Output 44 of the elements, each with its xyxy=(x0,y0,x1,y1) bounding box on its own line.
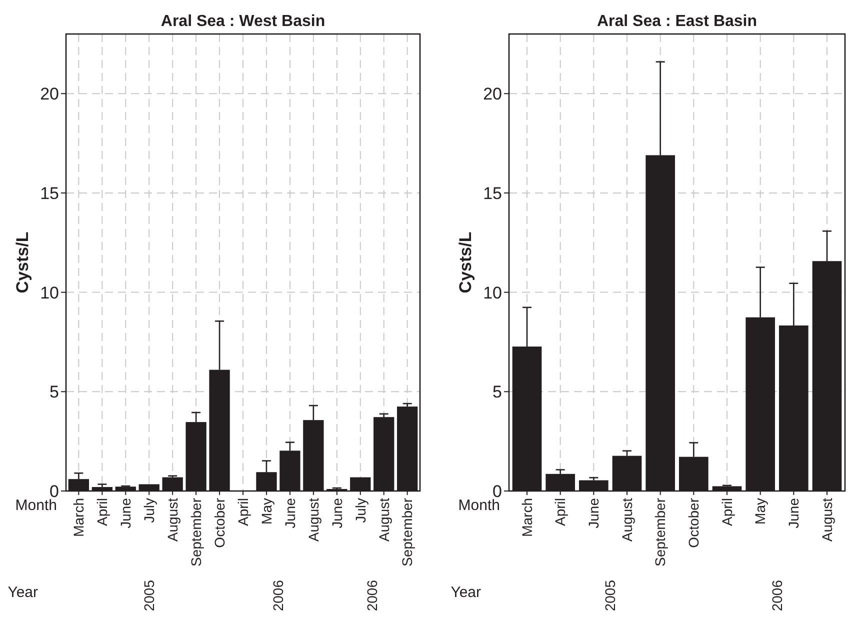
x-tick-label: June xyxy=(786,498,802,528)
x-tick-label: June xyxy=(328,498,345,528)
x-tick-label: July xyxy=(352,498,368,523)
text: 2005 xyxy=(602,580,618,612)
x-tick-label: June xyxy=(586,498,602,528)
y-tick-label: 5 xyxy=(50,382,59,402)
text: 2006 xyxy=(270,580,286,612)
text: 2005 xyxy=(141,580,157,612)
x-tick-label: September xyxy=(399,498,416,566)
y-axis-title: Cysts/L xyxy=(13,232,32,294)
x-tick-label: April xyxy=(718,498,735,526)
x-tick-label: August xyxy=(305,498,322,542)
y-tick-label: 15 xyxy=(40,184,59,203)
x-tick-label: August xyxy=(618,498,635,542)
x-tick-label: October xyxy=(211,498,228,548)
x-tick-label: October xyxy=(686,498,702,548)
x-tick-label: September xyxy=(652,498,668,566)
x-tick-label: March xyxy=(70,498,87,537)
x-tick-label: June xyxy=(282,498,298,528)
x-tick-label: August xyxy=(164,498,180,542)
x-tick-label: July xyxy=(141,498,157,523)
x-tick-label: May xyxy=(752,498,768,524)
x-tick-label: August xyxy=(818,498,835,542)
text: 2006 xyxy=(364,580,380,612)
x-tick-label: April xyxy=(552,498,568,526)
y-tick-label: 15 xyxy=(483,184,502,203)
y-tick-label: 20 xyxy=(483,84,502,104)
text: Year xyxy=(450,584,481,601)
y-tick-label: 5 xyxy=(492,382,502,402)
chart-title: Aral Sea : East Basin xyxy=(596,13,758,30)
x-tick-label: May xyxy=(258,498,274,524)
x-tick-label: April xyxy=(234,498,251,526)
x-tick-label: September xyxy=(188,498,204,566)
y-tick-label: 10 xyxy=(40,283,59,302)
x-tick-label: March xyxy=(518,498,535,537)
x-tick-label: April xyxy=(94,498,110,526)
text: Year xyxy=(8,584,38,601)
x-tick-label: August xyxy=(376,498,392,542)
y-axis-title: Cysts/L xyxy=(456,232,475,294)
y-tick-label: 10 xyxy=(483,283,502,302)
chart-title: Aral Sea : West Basin xyxy=(160,13,326,30)
text: 2006 xyxy=(768,580,785,612)
y-tick-label: 20 xyxy=(40,84,59,104)
x-tick-label: June xyxy=(118,498,134,528)
